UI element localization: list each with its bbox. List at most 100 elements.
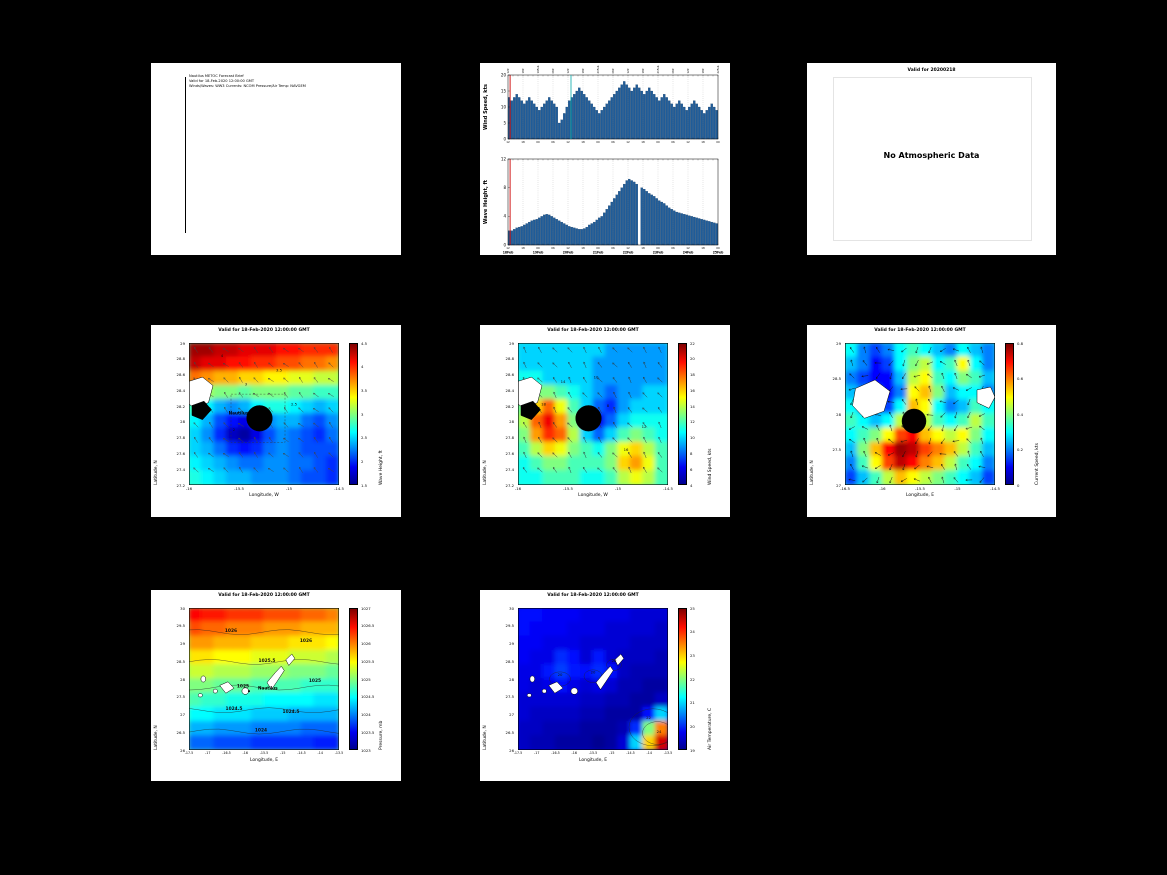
contour-label: 14	[561, 379, 566, 384]
x-tick-label: -15.5	[563, 486, 573, 491]
contour-label: 20	[612, 658, 617, 663]
x-tick-label: -16	[185, 486, 193, 491]
hour-tick-label: 06	[611, 140, 615, 144]
contour-label: 1025	[237, 684, 249, 690]
wind-speed-bars	[508, 81, 718, 140]
colorbar	[678, 343, 687, 485]
contour-label: 1024	[255, 728, 267, 734]
empty-axes-box	[833, 77, 1032, 241]
y-tick-label: 28	[180, 676, 185, 682]
x-tick-label: -15	[954, 486, 961, 491]
y-tick-label: 28.2	[176, 403, 185, 409]
colorbar-tick-label: 0.8	[1017, 340, 1024, 346]
contour-ring	[642, 721, 668, 745]
colorbar	[349, 608, 358, 750]
colorbar-tick-label: 24	[690, 629, 695, 635]
colorbar-ticks: 25 24 23 22 21 20 19	[689, 606, 709, 753]
x-axis-label: Longitude, W	[578, 493, 608, 498]
y-tick-label: 28.4	[176, 387, 185, 393]
wave-ylabel: Wave Height, ft	[483, 179, 489, 224]
y-axis-ticks: 29 28.8 28.6 28.4 28.2 28 27.8 27.6 27.4 27.2	[163, 341, 187, 488]
colorbar-tick-label: 1023	[361, 747, 371, 753]
y-axis-label: Latitude, N	[483, 460, 488, 485]
colorbar-tick-label: 1.5	[361, 482, 368, 488]
contour-label: 8	[607, 403, 610, 408]
y-tick-label: 27	[180, 712, 185, 717]
y-axis-ticks: 30 29.5 29 28.5 28 27.5 27 26.5 26	[163, 606, 187, 753]
y-tick-label: 15	[501, 88, 507, 93]
gridlines	[522, 159, 704, 245]
info-text-block: Nautilus METOC Forecast Brief Valid for 1…	[189, 74, 306, 88]
no-data-message: No Atmospheric Data	[883, 151, 980, 160]
contour-label: 3	[245, 382, 248, 387]
date-tick-label: 12Z	[506, 68, 510, 73]
y-tick-label: 27.4	[505, 466, 514, 472]
y-tick-label: 27.6	[176, 450, 185, 456]
colorbar-ticks: 0.8 0.6 0.4 0.2 0	[1016, 340, 1036, 488]
colorbar-tick-label: 1027	[361, 605, 371, 611]
map-title: Valid for 18-Feb-2020 12:00:00 GMT	[218, 593, 310, 598]
map-title: Valid for 18-Feb-2020 12:00:00 GMT	[547, 593, 639, 598]
gridlines	[522, 75, 704, 139]
y-tick-label: 0	[503, 242, 506, 247]
hour-tick-label: 12	[686, 246, 690, 250]
colorbar-tick-label: 6	[690, 466, 693, 472]
colorbar-tick-label: 4	[361, 364, 364, 370]
x-tick-label: -14	[317, 751, 323, 755]
map-title: Valid for 18-Feb-2020 12:00:00 GMT	[218, 328, 310, 333]
x-axis-ticks: -17.5 -17 -16.5 -16 -15.5 -15 -14.5 -14 -13.5	[185, 751, 344, 759]
contour-label: 1024.5	[226, 706, 243, 712]
station-marker: Nautilus	[229, 411, 253, 418]
contour-label: 22	[646, 715, 651, 720]
colorbar-label: Air Temperature, C	[708, 707, 713, 750]
colorbar-tick-label: 1023.5	[361, 729, 375, 735]
y-tick-label: 29	[509, 340, 514, 346]
x-tick-label: -15.5	[259, 751, 269, 755]
map-plot: 18 14 10 8 16 12	[518, 343, 668, 485]
hour-tick-label: 18	[641, 140, 645, 144]
hour-tick-label: 06	[611, 246, 615, 250]
date-tick-label: 18Z	[581, 68, 585, 73]
contour-label: 1026	[225, 628, 237, 634]
wind-ylabel: Wind Speed, kts	[483, 84, 489, 130]
y-axis-label: Latitude, N	[483, 725, 488, 750]
y-tick-label: 28.6	[505, 372, 514, 378]
y-tick-label: 27	[509, 712, 514, 717]
contour-label: 18	[541, 402, 546, 407]
hour-tick-label: 18	[701, 140, 705, 144]
y-tick-label: 12	[501, 156, 507, 161]
y-tick-label: 27.5	[505, 694, 514, 700]
hour-tick-label: 00	[716, 246, 720, 250]
x-tick-label: -17	[534, 751, 540, 755]
y-tick-label: 28	[836, 411, 841, 417]
day-label: 21Feb	[593, 251, 604, 255]
hour-tick-label: 12	[506, 246, 510, 250]
y-axis-label: Latitude, N	[154, 725, 159, 750]
map-plot: 4 3.5 3 2.5 2 Nautilus	[189, 343, 339, 485]
colorbar-tick-label: 12	[690, 419, 695, 425]
contour-label: 1025.5	[259, 658, 276, 664]
islands	[518, 376, 602, 432]
info-text-line: Nautilus METOC Forecast Brief	[189, 74, 244, 78]
colorbar-tick-label: 22	[690, 340, 695, 346]
hour-tick-label: 18	[521, 140, 525, 144]
contour-line	[189, 707, 339, 713]
contour-label: 20	[558, 672, 563, 677]
hour-tick-label: 06	[551, 246, 555, 250]
hour-tick-label: 00	[656, 140, 660, 144]
y-tick-label: 28.2	[505, 403, 514, 409]
date-tick-label: 20Feb	[596, 65, 600, 73]
colorbar	[678, 608, 687, 750]
day-label: 23Feb	[653, 251, 664, 255]
y-tick-label: 27.4	[176, 466, 185, 472]
map-plot-svg	[845, 343, 995, 485]
panel-title: Valid for 20200218	[907, 68, 956, 73]
contour-label: 20	[591, 669, 596, 674]
contour-label: 1024.5	[283, 709, 300, 715]
x-tick-label: -16.5	[222, 751, 231, 755]
info-text-line: Valid for 18-Feb-2020 12:00:00 GMT	[189, 78, 255, 83]
y-tick-label: 26.5	[176, 729, 185, 735]
y-tick-label: 8	[503, 185, 506, 190]
y-tick-label: 29	[836, 340, 841, 346]
date-tick-label: 12Z	[566, 68, 570, 73]
